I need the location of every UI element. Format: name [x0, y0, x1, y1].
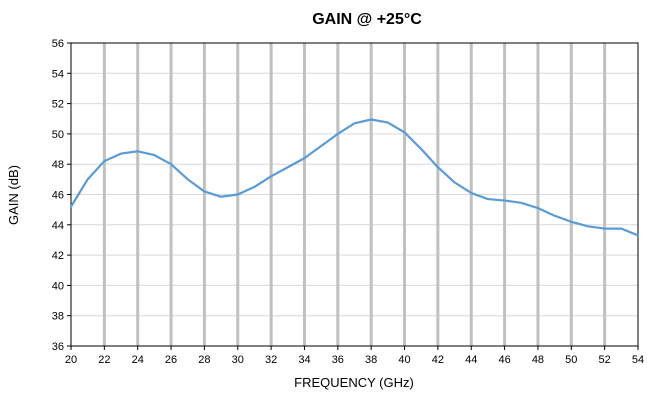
- y-tick-label: 52: [52, 99, 64, 111]
- y-tick-label: 40: [52, 280, 64, 292]
- x-tick-label: 42: [432, 354, 444, 366]
- x-tick-label: 20: [65, 354, 77, 366]
- x-tick-label: 52: [599, 354, 611, 366]
- y-tick-label: 54: [52, 68, 64, 80]
- x-tick-label: 54: [632, 354, 644, 366]
- series-line-gain: [69, 118, 640, 237]
- x-tick-label: 28: [198, 354, 210, 366]
- y-tick-label: 36: [52, 341, 64, 353]
- x-tick-label: 44: [465, 354, 477, 366]
- x-tick-label: 26: [165, 354, 177, 366]
- x-tick-label: 32: [265, 354, 277, 366]
- y-tick-label: 50: [52, 129, 64, 141]
- x-tick-label: 36: [332, 354, 344, 366]
- x-tick-label: 30: [232, 354, 244, 366]
- x-tick-label: 48: [532, 354, 544, 366]
- x-tick-label: 24: [132, 354, 144, 366]
- y-axis-ticks: 36 38 40 42 44 46 48 50 52 54 56: [52, 38, 71, 353]
- x-tick-label: 22: [98, 354, 110, 366]
- x-axis-ticks: 20 22 24 26 28 30 32 34 36 38 40 42 44 46 48 50 52 54: [65, 346, 644, 366]
- x-tick-label: 34: [298, 354, 310, 366]
- x-axis-label: FREQUENCY (GHz): [294, 375, 414, 390]
- horizontal-gridlines: [71, 72, 638, 317]
- x-tick-label: 38: [365, 354, 377, 366]
- chart-title: GAIN @ +25°C: [312, 11, 422, 28]
- series-group: [69, 118, 640, 237]
- y-tick-label: 44: [52, 220, 64, 232]
- y-tick-label: 38: [52, 311, 64, 323]
- x-tick-label: 50: [565, 354, 577, 366]
- y-axis-label: GAIN (dB): [6, 165, 21, 225]
- x-tick-label: 46: [498, 354, 510, 366]
- x-tick-label: 40: [398, 354, 410, 366]
- y-tick-label: 56: [52, 38, 64, 50]
- y-tick-label: 46: [52, 190, 64, 202]
- y-tick-label: 48: [52, 159, 64, 171]
- y-tick-label: 42: [52, 250, 64, 262]
